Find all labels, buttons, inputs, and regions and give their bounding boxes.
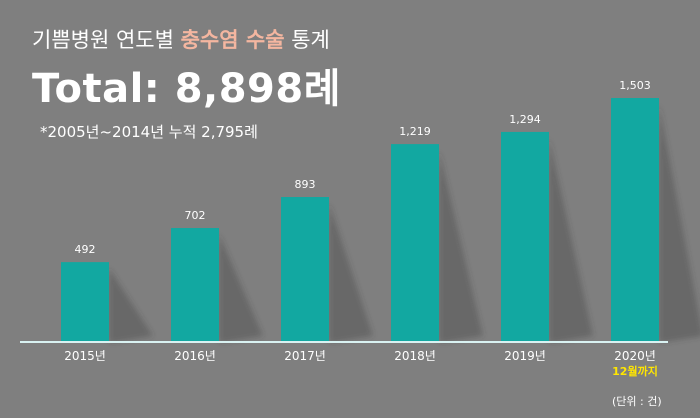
bar-shadow — [109, 268, 153, 342]
bar-0 — [61, 262, 109, 342]
cumulative-note: *2005년~2014년 누적 2,795례 — [40, 123, 258, 141]
category-label: 2017년 — [284, 349, 326, 363]
bar-shadow — [219, 234, 263, 342]
labels: 492 2015년 702 2016년 893 2017년 1,219 2018년 1,294 2… — [64, 79, 658, 378]
category-label: 2015년 — [64, 349, 106, 363]
bar-shadow — [329, 203, 373, 342]
bar-4 — [501, 131, 549, 342]
bar-1 — [171, 228, 219, 342]
category-label: 2018년 — [394, 349, 436, 363]
value-label: 1,503 — [619, 79, 651, 92]
chart-title: 기쁨병원 연도별 충수염 수술 통계 — [32, 24, 330, 54]
category-sublabel: 12월까지 — [612, 364, 658, 378]
title-prefix: 기쁨병원 연도별 — [32, 28, 174, 52]
bar-5 — [611, 98, 659, 342]
category-label: 2016년 — [174, 349, 216, 363]
value-label: 702 — [185, 209, 206, 222]
bar-3 — [391, 144, 439, 342]
title-suffix: 통계 — [291, 28, 330, 52]
bar-shadow — [549, 137, 593, 342]
bar-shadow — [659, 104, 700, 342]
bar-shadow — [439, 150, 483, 342]
value-label: 1,219 — [399, 125, 431, 138]
bars — [61, 98, 659, 342]
value-label: 1,294 — [509, 113, 541, 126]
bar-2 — [281, 197, 329, 342]
unit-note: (단위 : 건) — [612, 395, 662, 408]
category-label: 2020년 — [614, 349, 656, 363]
bar-shadows — [109, 104, 700, 342]
value-label: 893 — [295, 178, 316, 191]
category-label: 2019년 — [504, 349, 546, 363]
title-highlight: 충수염 수술 — [180, 28, 285, 52]
total-count: Total: 8,898례 — [32, 66, 342, 112]
value-label: 492 — [75, 243, 96, 256]
